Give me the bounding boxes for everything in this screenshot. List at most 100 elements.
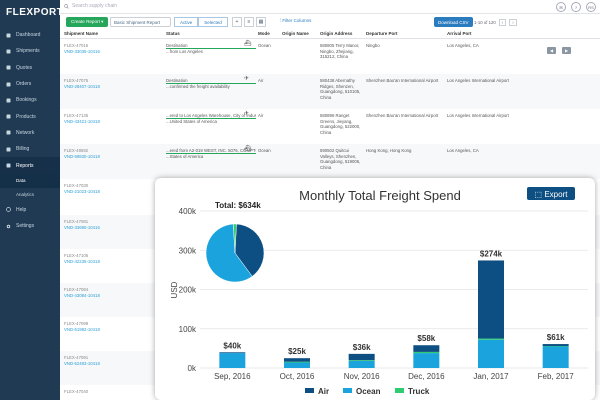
create-report-button[interactable]: Create Report ▾	[66, 17, 109, 27]
shipment-link[interactable]: VND-21023-10418	[64, 188, 100, 194]
pie-slice-truck[interactable]	[233, 223, 237, 254]
col-mode[interactable]: Mode	[258, 31, 270, 36]
bar-air[interactable]	[542, 344, 569, 347]
ship-icon	[6, 49, 11, 54]
shipment-id: FLEX-47040	[64, 389, 89, 394]
x-tick-label: Nov, 2016	[344, 372, 380, 381]
legend-label-air[interactable]: Air	[318, 387, 329, 396]
export-label[interactable]: ⬚ Export	[535, 190, 569, 199]
search-box[interactable]: Search supply chain	[64, 3, 117, 9]
grid-icon[interactable]: ▦	[256, 17, 266, 27]
settings-icon	[6, 224, 11, 229]
bar-total-label: $58k	[417, 334, 435, 343]
shipment-link[interactable]: VND-33035-10416	[64, 48, 100, 54]
status-text: ...ered to Los Angeles Warehouse, City o…	[166, 113, 256, 118]
plane-icon: ✈	[244, 76, 250, 82]
sidebar-item-settings[interactable]: Settings	[0, 218, 60, 234]
bar-air[interactable]	[413, 345, 440, 352]
bar-truck[interactable]	[348, 360, 375, 361]
arrival-port: Los Angeles International Airport	[447, 113, 509, 118]
bar-truck[interactable]	[478, 338, 504, 340]
search-input[interactable]: Search supply chain	[72, 3, 118, 9]
sidebar-item-orders[interactable]: Orders	[0, 76, 60, 92]
flexport-logo[interactable]: FLEXPORT	[6, 7, 64, 18]
sidebar-item-network[interactable]: Network	[0, 125, 60, 141]
sidebar-item-label: Bookings	[16, 97, 37, 104]
bar-ocean[interactable]	[542, 346, 569, 368]
filter-columns-button[interactable]: ⫶ Filter Columns	[280, 18, 312, 23]
col-status[interactable]: Status	[166, 31, 180, 36]
shipment-id: FLEX-47030	[64, 183, 89, 188]
departure-port: Ningbo	[366, 43, 380, 48]
pie-slice-ocean[interactable]	[205, 223, 253, 283]
bar-air[interactable]	[284, 358, 310, 362]
shipment-link[interactable]: VND-28407-10418	[64, 83, 100, 89]
bar-truck[interactable]	[542, 346, 569, 347]
col-origin-address[interactable]: Origin Address	[320, 31, 353, 36]
col-arrival-port[interactable]: Arrival Port	[447, 31, 472, 36]
bar-ocean[interactable]	[284, 362, 310, 368]
table-row[interactable]: FLEX-47075 VND-28407-10418 Destination ...c…	[60, 74, 600, 110]
prev-page-icon[interactable]: ‹	[498, 19, 507, 26]
sidebar-item-dashboard[interactable]: Dashboard	[0, 27, 60, 43]
bar-truck[interactable]	[413, 351, 440, 354]
table-row[interactable]: FLEX-49592 VND-59830-10418 ...ered from A2…	[60, 144, 600, 180]
shipment-link[interactable]: VND-42235-10418	[64, 258, 100, 264]
next-page-icon[interactable]: ›	[509, 19, 517, 26]
sidebar-item-billing[interactable]: Billing	[0, 141, 60, 157]
x-tick-label: Oct, 2016	[280, 372, 315, 381]
x-tick-label: Dec, 2016	[408, 372, 445, 381]
sidebar-sub-data[interactable]: Data	[0, 173, 60, 188]
table-row[interactable]: FLEX-47016 VND-33035-10416 Destination ...f…	[60, 39, 600, 75]
bar-air[interactable]	[348, 353, 375, 361]
sidebar-item-help[interactable]: Help	[0, 202, 60, 218]
shipment-id: FLEX-47099	[64, 321, 89, 326]
bar-ocean[interactable]	[348, 360, 375, 368]
y-tick-label: 200k	[179, 286, 197, 295]
legend-label-truck[interactable]: Truck	[408, 387, 430, 396]
col-departure-port[interactable]: Departure Port	[366, 31, 398, 36]
sidebar-item-quotes[interactable]: Quotes	[0, 60, 60, 76]
report-select[interactable]: Basic Shipment Report	[110, 17, 171, 27]
scroll-left-icon[interactable]: ◀	[547, 47, 556, 54]
bar-air[interactable]	[219, 352, 246, 354]
sidebar-item-products[interactable]: Products	[0, 108, 60, 124]
shipment-link[interactable]: VND-52493-10418	[64, 360, 100, 366]
shipment-link[interactable]: VND-33690-10416	[64, 224, 100, 230]
shipment-link[interactable]: VND-51982-10418	[64, 326, 100, 332]
export-button[interactable]	[527, 187, 575, 200]
notifications-icon[interactable]: ✉	[556, 2, 566, 12]
sidebar-item-label: Quotes	[16, 64, 33, 71]
help-icon[interactable]: ?	[571, 2, 581, 12]
shipment-id: FLEX-47016	[64, 43, 89, 48]
sidebar-item-shipments[interactable]: Shipments	[0, 43, 60, 59]
tab-selected[interactable]: Selected	[198, 17, 228, 27]
quote-icon	[6, 65, 11, 70]
mode-text: Air	[258, 113, 264, 118]
shipment-link[interactable]: VND-59830-10418	[64, 153, 100, 159]
shipment-link[interactable]: VND-43421-10418	[64, 118, 100, 124]
bar-air[interactable]	[478, 260, 504, 339]
shipment-link[interactable]: VND-43084-10418	[64, 292, 100, 298]
pie-slice-air[interactable]	[234, 223, 265, 277]
col-shipment-name[interactable]: Shipment Name	[64, 31, 99, 36]
table-row[interactable]: FLEX-47135 VND-43421-10418 ...ered to Los …	[60, 109, 600, 145]
bar-truck[interactable]	[284, 361, 310, 363]
download-csv-button[interactable]: Download CSV	[434, 17, 473, 27]
bar-total-label: $40k	[223, 341, 241, 350]
col-origin-name[interactable]: Origin Name	[282, 31, 309, 36]
add-icon[interactable]: +	[232, 17, 242, 27]
sidebar: FLEXPORT Dashboard Shipments Quotes Orders B…	[0, 0, 64, 400]
columns-icon[interactable]: ≡	[244, 17, 254, 27]
sidebar-item-bookings[interactable]: Bookings	[0, 92, 60, 108]
avatar[interactable]: RS	[586, 2, 596, 12]
tab-active[interactable]: Active	[174, 17, 199, 27]
legend-label-ocean[interactable]: Ocean	[356, 387, 381, 396]
bar-ocean[interactable]	[219, 353, 246, 368]
bar-ocean[interactable]	[413, 353, 440, 368]
bar-ocean[interactable]	[478, 339, 504, 368]
sidebar-sub-analytics[interactable]: Analytics	[16, 192, 35, 198]
bar-total-label: $36k	[353, 343, 371, 352]
scroll-right-icon[interactable]: ▶	[562, 47, 571, 54]
sidebar-item-reports[interactable]: Reports	[0, 157, 60, 174]
